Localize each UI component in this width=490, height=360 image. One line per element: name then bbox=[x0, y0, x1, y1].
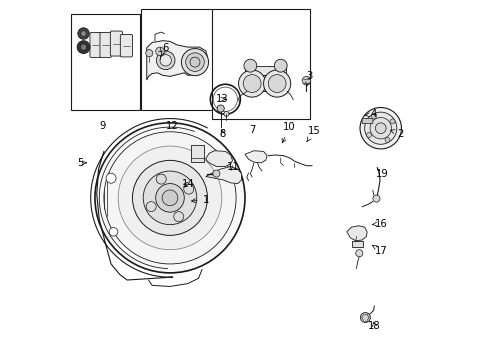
Text: 14: 14 bbox=[181, 179, 194, 189]
Polygon shape bbox=[347, 226, 367, 241]
Text: 15: 15 bbox=[307, 126, 320, 141]
Circle shape bbox=[109, 228, 118, 236]
Circle shape bbox=[375, 123, 386, 134]
Text: 2: 2 bbox=[391, 129, 404, 139]
Circle shape bbox=[160, 55, 172, 66]
Circle shape bbox=[174, 212, 184, 222]
Text: 11: 11 bbox=[227, 162, 240, 172]
FancyBboxPatch shape bbox=[110, 31, 122, 56]
Circle shape bbox=[77, 41, 90, 54]
Text: 10: 10 bbox=[282, 122, 296, 143]
Circle shape bbox=[78, 28, 89, 39]
Circle shape bbox=[274, 59, 287, 72]
Circle shape bbox=[146, 202, 156, 212]
Circle shape bbox=[360, 312, 370, 323]
Circle shape bbox=[95, 123, 245, 273]
FancyBboxPatch shape bbox=[90, 32, 101, 58]
Polygon shape bbox=[245, 151, 267, 163]
Circle shape bbox=[104, 132, 236, 264]
Circle shape bbox=[239, 70, 266, 97]
Text: 1: 1 bbox=[192, 195, 209, 204]
Circle shape bbox=[156, 51, 175, 69]
Circle shape bbox=[302, 76, 311, 85]
FancyBboxPatch shape bbox=[100, 32, 111, 58]
Bar bbox=[245, 66, 286, 75]
Text: 7: 7 bbox=[249, 125, 255, 135]
Circle shape bbox=[244, 59, 257, 72]
Polygon shape bbox=[206, 151, 232, 166]
Text: 4: 4 bbox=[365, 109, 377, 119]
Circle shape bbox=[213, 170, 220, 177]
Circle shape bbox=[243, 75, 261, 93]
Circle shape bbox=[390, 119, 395, 124]
Circle shape bbox=[156, 174, 166, 184]
Circle shape bbox=[146, 50, 153, 57]
Bar bbox=[248, 75, 284, 91]
Polygon shape bbox=[206, 166, 242, 184]
Circle shape bbox=[373, 195, 380, 202]
Text: 6: 6 bbox=[161, 43, 169, 56]
Circle shape bbox=[365, 112, 397, 144]
Circle shape bbox=[360, 108, 401, 149]
Bar bbox=[142, 9, 213, 111]
Text: 12: 12 bbox=[166, 121, 178, 131]
Text: 5: 5 bbox=[77, 158, 86, 168]
Bar bbox=[71, 14, 140, 111]
Circle shape bbox=[224, 111, 229, 116]
Circle shape bbox=[217, 105, 224, 112]
Circle shape bbox=[156, 184, 184, 212]
Bar bbox=[191, 145, 204, 162]
Circle shape bbox=[385, 138, 390, 143]
Circle shape bbox=[370, 117, 392, 139]
Text: 8: 8 bbox=[220, 129, 226, 139]
Circle shape bbox=[264, 70, 291, 97]
Polygon shape bbox=[352, 242, 363, 247]
Bar bbox=[212, 9, 310, 118]
Circle shape bbox=[118, 146, 222, 249]
Circle shape bbox=[81, 31, 86, 36]
Circle shape bbox=[181, 49, 209, 76]
Text: 19: 19 bbox=[376, 168, 389, 179]
Circle shape bbox=[80, 44, 87, 50]
Circle shape bbox=[184, 184, 194, 194]
Text: 17: 17 bbox=[372, 245, 388, 256]
Circle shape bbox=[367, 132, 371, 138]
FancyBboxPatch shape bbox=[362, 118, 373, 123]
Circle shape bbox=[162, 190, 178, 206]
Circle shape bbox=[186, 53, 204, 71]
Circle shape bbox=[371, 114, 376, 119]
Circle shape bbox=[156, 47, 164, 56]
Text: 9: 9 bbox=[99, 121, 106, 131]
Circle shape bbox=[106, 173, 116, 183]
Circle shape bbox=[132, 160, 207, 235]
Polygon shape bbox=[147, 41, 207, 80]
Text: 3: 3 bbox=[306, 71, 313, 87]
Circle shape bbox=[356, 249, 363, 257]
Circle shape bbox=[268, 75, 286, 93]
Circle shape bbox=[190, 57, 200, 67]
Circle shape bbox=[143, 171, 197, 225]
Text: 16: 16 bbox=[372, 219, 388, 229]
FancyBboxPatch shape bbox=[121, 35, 132, 57]
Text: 18: 18 bbox=[368, 321, 381, 331]
Text: 13: 13 bbox=[216, 94, 228, 104]
